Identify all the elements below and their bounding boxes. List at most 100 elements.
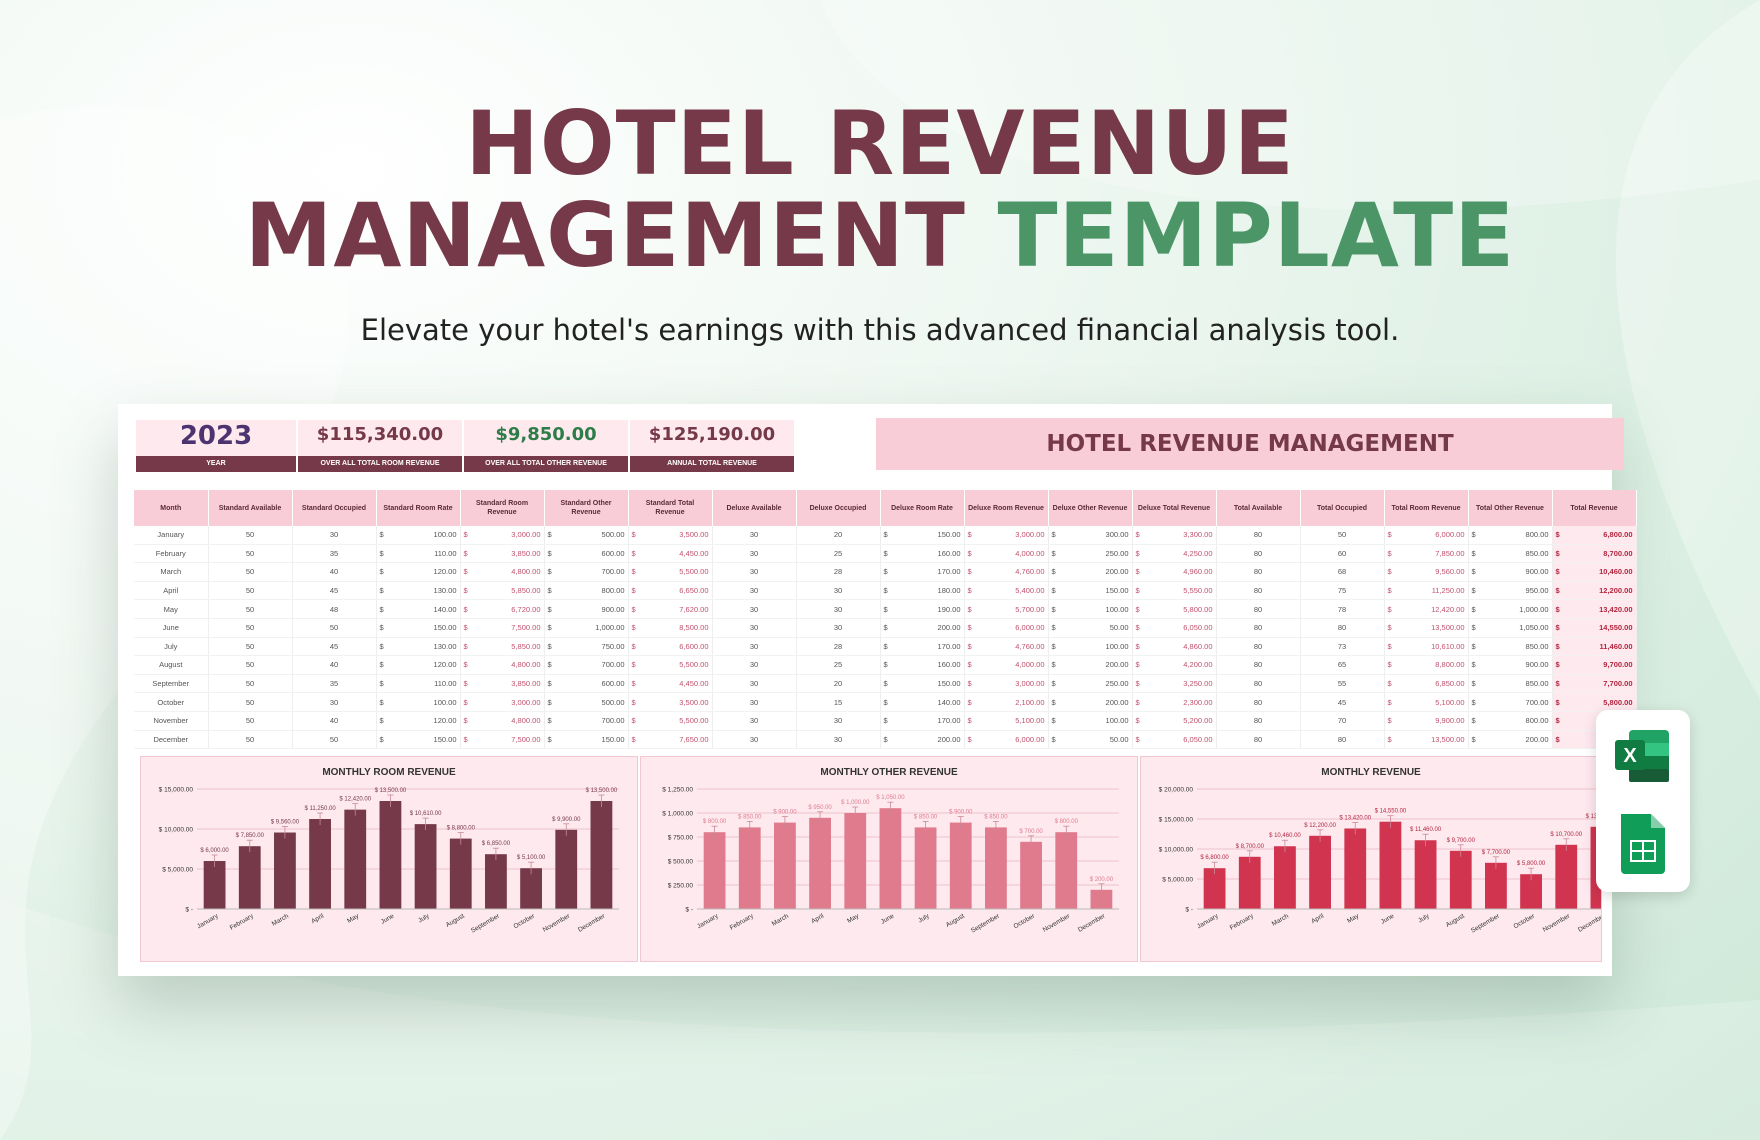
table-cell[interactable]: May <box>134 599 209 619</box>
table-cell[interactable]: $600.00 <box>544 544 629 564</box>
table-cell[interactable]: 80 <box>1216 618 1301 638</box>
table-cell[interactable]: $160.00 <box>880 544 965 564</box>
table-cell[interactable]: 65 <box>1300 655 1385 675</box>
table-cell[interactable]: $10,460.00 <box>1552 562 1637 582</box>
table-cell[interactable]: $800.00 <box>544 581 629 601</box>
table-cell[interactable]: 80 <box>1216 599 1301 619</box>
table-row[interactable]: September 50 35 $110.00 $3,850.00 $600.00 $4,4… <box>134 674 1637 694</box>
table-cell[interactable]: 70 <box>1300 711 1385 731</box>
table-cell[interactable]: $3,000.00 <box>460 692 545 712</box>
table-cell[interactable]: $5,800.00 <box>1132 599 1217 619</box>
table-cell[interactable]: 80 <box>1216 655 1301 675</box>
column-header[interactable]: Deluxe Other Revenue <box>1048 490 1133 526</box>
table-cell[interactable]: 50 <box>208 674 293 694</box>
table-cell[interactable]: 68 <box>1300 562 1385 582</box>
table-cell[interactable]: $3,000.00 <box>460 526 545 545</box>
table-cell[interactable]: $120.00 <box>376 562 461 582</box>
table-cell[interactable]: $13,420.00 <box>1552 599 1637 619</box>
table-cell[interactable]: 30 <box>712 692 797 712</box>
table-cell[interactable]: November <box>134 711 209 731</box>
table-cell[interactable]: $6,000.00 <box>1384 526 1469 545</box>
table-cell[interactable]: $4,800.00 <box>460 562 545 582</box>
table-cell[interactable]: 50 <box>208 711 293 731</box>
table-cell[interactable]: 55 <box>1300 674 1385 694</box>
table-cell[interactable]: $700.00 <box>544 711 629 731</box>
table-cell[interactable]: $11,250.00 <box>1384 581 1469 601</box>
column-header[interactable]: Standard Total Revenue <box>628 490 713 526</box>
table-cell[interactable]: $200.00 <box>1048 692 1133 712</box>
table-cell[interactable]: 50 <box>208 692 293 712</box>
table-cell[interactable]: $7,500.00 <box>460 618 545 638</box>
table-cell[interactable]: 80 <box>1216 581 1301 601</box>
table-cell[interactable]: $4,000.00 <box>964 544 1049 564</box>
table-cell[interactable]: $6,850.00 <box>1384 674 1469 694</box>
table-cell[interactable]: 50 <box>208 599 293 619</box>
table-cell[interactable]: $170.00 <box>880 562 965 582</box>
table-cell[interactable]: 75 <box>1300 581 1385 601</box>
table-cell[interactable]: $3,000.00 <box>964 526 1049 545</box>
table-cell[interactable]: $600.00 <box>544 674 629 694</box>
table-cell[interactable]: 35 <box>292 544 377 564</box>
table-cell[interactable]: $120.00 <box>376 711 461 731</box>
table-cell[interactable]: $5,400.00 <box>964 581 1049 601</box>
table-cell[interactable]: 80 <box>1216 562 1301 582</box>
table-cell[interactable]: $300.00 <box>1048 526 1133 545</box>
table-cell[interactable]: $700.00 <box>544 655 629 675</box>
table-cell[interactable]: $800.00 <box>1468 526 1553 545</box>
table-row[interactable]: December 50 50 $150.00 $7,500.00 $150.00 $7,65… <box>134 730 1637 750</box>
table-cell[interactable]: 35 <box>292 674 377 694</box>
table-cell[interactable]: $900.00 <box>1468 655 1553 675</box>
table-cell[interactable]: $4,860.00 <box>1132 637 1217 657</box>
table-cell[interactable]: $3,500.00 <box>628 526 713 545</box>
table-cell[interactable]: $700.00 <box>1468 692 1553 712</box>
table-cell[interactable]: $100.00 <box>1048 711 1133 731</box>
column-header[interactable]: Standard Room Rate <box>376 490 461 526</box>
table-cell[interactable]: $200.00 <box>1048 562 1133 582</box>
table-cell[interactable]: 80 <box>1216 692 1301 712</box>
table-cell[interactable]: $12,420.00 <box>1384 599 1469 619</box>
table-cell[interactable]: 30 <box>712 618 797 638</box>
table-cell[interactable]: $200.00 <box>1048 655 1133 675</box>
table-cell[interactable]: $250.00 <box>1048 674 1133 694</box>
table-cell[interactable]: $100.00 <box>376 692 461 712</box>
table-cell[interactable]: $170.00 <box>880 637 965 657</box>
column-header[interactable]: Deluxe Room Revenue <box>964 490 1049 526</box>
table-cell[interactable]: $1,000.00 <box>1468 599 1553 619</box>
table-cell[interactable]: $9,900.00 <box>1384 711 1469 731</box>
table-cell[interactable]: $110.00 <box>376 674 461 694</box>
table-cell[interactable]: 50 <box>208 544 293 564</box>
table-row[interactable]: February 50 35 $110.00 $3,850.00 $600.00 $4,45… <box>134 544 1637 564</box>
table-cell[interactable]: 30 <box>796 581 881 601</box>
table-cell[interactable]: $13,500.00 <box>1384 730 1469 750</box>
table-cell[interactable]: $6,650.00 <box>628 581 713 601</box>
table-row[interactable]: April 50 45 $130.00 $5,850.00 $800.00 $6,650.0… <box>134 581 1637 601</box>
table-cell[interactable]: $1,000.00 <box>544 618 629 638</box>
table-cell[interactable]: 50 <box>208 562 293 582</box>
column-header[interactable]: Total Occupied <box>1300 490 1385 526</box>
table-cell[interactable]: $9,560.00 <box>1384 562 1469 582</box>
table-cell[interactable]: $8,500.00 <box>628 618 713 638</box>
column-header[interactable]: Total Revenue <box>1552 490 1637 526</box>
table-cell[interactable]: 28 <box>796 637 881 657</box>
table-cell[interactable]: 60 <box>1300 544 1385 564</box>
column-header[interactable]: Deluxe Available <box>712 490 797 526</box>
table-row[interactable]: October 50 30 $100.00 $3,000.00 $500.00 $3,500… <box>134 692 1637 712</box>
column-header[interactable]: Deluxe Occupied <box>796 490 881 526</box>
table-row[interactable]: August 50 40 $120.00 $4,800.00 $700.00 $5,500.… <box>134 655 1637 675</box>
table-cell[interactable]: $5,550.00 <box>1132 581 1217 601</box>
table-cell[interactable]: 30 <box>796 730 881 750</box>
table-cell[interactable]: $50.00 <box>1048 618 1133 638</box>
column-header[interactable]: Standard Occupied <box>292 490 377 526</box>
table-cell[interactable]: $5,700.00 <box>964 599 1049 619</box>
table-cell[interactable]: $8,700.00 <box>1552 544 1637 564</box>
table-cell[interactable]: October <box>134 692 209 712</box>
table-cell[interactable]: $850.00 <box>1468 674 1553 694</box>
column-header[interactable]: Standard Room Revenue <box>460 490 545 526</box>
table-cell[interactable]: $6,050.00 <box>1132 618 1217 638</box>
column-header[interactable]: Total Available <box>1216 490 1301 526</box>
table-cell[interactable]: $180.00 <box>880 581 965 601</box>
table-cell[interactable]: $4,800.00 <box>460 655 545 675</box>
column-header[interactable]: Total Room Revenue <box>1384 490 1469 526</box>
table-cell[interactable]: 80 <box>1216 730 1301 750</box>
table-cell[interactable]: $4,450.00 <box>628 544 713 564</box>
